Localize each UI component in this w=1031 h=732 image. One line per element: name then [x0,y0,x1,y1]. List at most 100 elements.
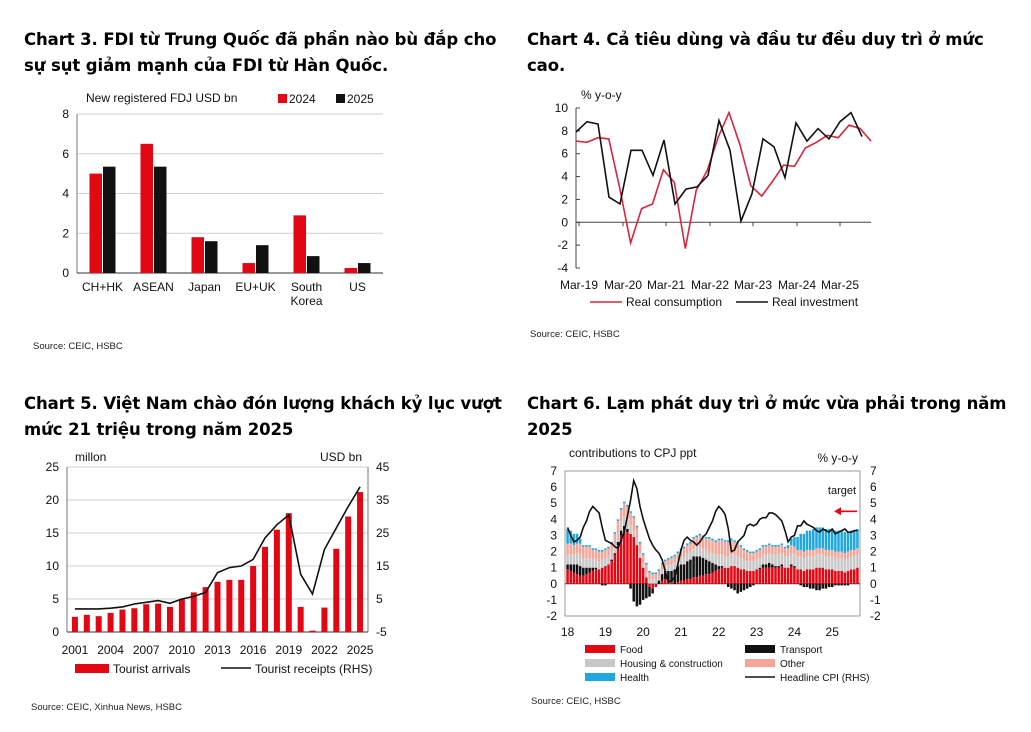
fdi-bar-2025 [307,256,320,273]
cpi-legend-label-health: Health [620,673,649,684]
cpi-bar-food [613,554,617,584]
cpi-bar-other [686,545,689,554]
cpi-bar-food [635,545,639,584]
tourism-left-tick-label: 10 [46,559,60,573]
cpi-bar-transport [701,558,705,576]
cpi-bar-health [660,562,664,565]
cpi-bar-health [626,504,629,507]
cpi-bar-health [616,519,620,521]
cpi-bar-food [815,567,818,584]
cpi-x-tick-label: 20 [637,625,651,639]
fdi-bar-2025 [256,245,269,273]
cpi-bar-housing [660,569,664,575]
cpi-bar-food [682,580,686,584]
cpi-bar-food [853,569,856,584]
cpi-bar-transport [764,564,768,568]
cpi-bar-other [830,549,834,557]
cpi-bar-other [607,548,610,557]
cpi-bar-health [720,538,724,541]
cpi-bar-other [771,546,774,555]
cpi-bar-transport [774,566,777,568]
cpi-bar-other [846,551,850,558]
cpi-bar-transport [613,553,617,555]
tourism-arrivals-bar [178,599,185,632]
cpi-bar-health [635,525,639,528]
cpi-bar-health [686,543,689,546]
cpi-bar-other [827,549,831,557]
cpi-bar-health [752,551,755,554]
cpi-bar-other [808,549,812,557]
cpi-bar-transport [708,561,711,575]
cpi-bar-health [808,530,812,550]
cpi-bar-food [793,567,796,584]
cpi-bar-food [786,567,790,584]
cpi-bar-transport [695,556,699,578]
cpi-bar-food [726,567,730,584]
cpi-bar-housing [575,553,579,565]
cpi-bar-housing [638,553,642,558]
cpi-bar-health [739,545,743,547]
cpi-bar-other [761,546,765,555]
cpi-right-tick-label: 2 [870,545,877,559]
cpi-bar-housing [708,551,711,562]
cpi-bar-transport [830,583,834,587]
cpi-bar-food [676,582,680,584]
cpi-bar-other [745,551,749,562]
cpi-bar-other [736,543,739,557]
cpi-bar-other [752,553,755,562]
chart4-title-line-2: cao. [527,56,566,75]
cpi-bar-transport [749,583,752,587]
cpi-bar-health [689,541,692,544]
cpi-bar-food [723,567,727,584]
cpi-bar-other [777,546,780,555]
cpi-bar-housing [840,558,843,571]
cpi-bar-other [682,548,686,557]
cpi-bar-food [569,570,572,584]
cpi-bar-housing [786,556,790,568]
growth-line-investment [575,111,863,225]
cpi-bar-other [597,551,601,562]
tourism-x-tick-label: 2022 [311,643,338,657]
cpi-bar-health [745,549,749,552]
cpi-bar-food [846,570,850,584]
tourism-left-tick-label: 5 [52,592,59,606]
cpi-bar-health [786,545,790,549]
cpi-bar-transport [689,559,692,579]
cpi-bar-housing [651,578,654,584]
cpi-bar-housing [723,556,727,568]
growth-x-tick-label: Mar-22 [691,278,729,292]
cpi-bar-transport [846,583,850,586]
cpi-bar-health [771,545,774,547]
cpi-target-label: target [828,485,856,497]
cpi-bar-housing [686,553,689,562]
cpi-bar-other [582,546,585,558]
cpi-bar-housing [742,559,746,570]
cpi-bar-transport [610,559,613,562]
cpi-bar-other [704,538,708,550]
chart5-source: Source: CEIC, Xinhua News, HSBC [31,702,183,713]
chart6-title-line-2: 2025 [527,420,573,439]
cpi-bar-housing [667,564,670,571]
cpi-bar-health [723,540,727,542]
cpi-bar-food [648,583,651,587]
cpi-bar-health [856,529,859,549]
cpi-bar-transport [824,583,828,589]
cpi-bar-health [651,572,654,575]
cpi-bar-food [711,572,714,584]
cpi-bar-other [714,541,717,555]
cpi-bar-housing [632,530,635,538]
cpi-bar-housing [704,549,708,560]
cpi-left-tick-label: 1 [550,561,557,575]
cpi-bar-food [654,583,658,587]
growth-x-tick-label: Mar-19 [560,278,598,292]
cpi-bar-housing [701,548,705,558]
cpi-x-tick-label: 24 [788,625,802,639]
cpi-bar-transport [808,583,812,589]
cpi-bar-food [660,580,664,584]
cpi-bar-housing [812,556,815,570]
cpi-right-tick-label: 1 [870,561,877,575]
growth-legend-label-investment: Real investment [772,295,859,309]
cpi-bar-other [711,540,714,554]
cpi-bar-food [808,569,812,584]
